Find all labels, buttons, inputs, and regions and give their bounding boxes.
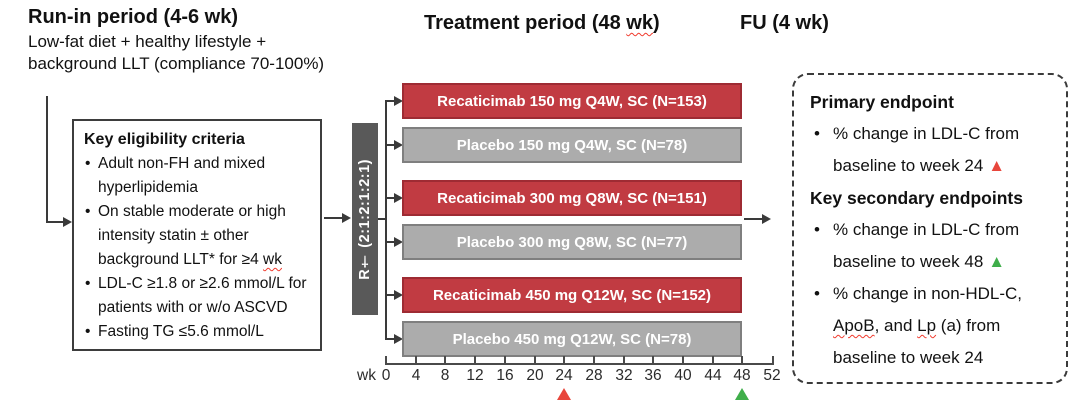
axis-tick-label: 8 — [440, 367, 450, 384]
week24-primary-marker-icon — [557, 388, 571, 400]
secondary-endpoint-nonhdl-text: % change in non-HDL-C, — [833, 284, 1022, 303]
red-triangle-icon: ▲ — [988, 156, 1006, 175]
eligibility-to-randomization-arrowhead-icon — [342, 213, 351, 223]
randomization-to-spine-line — [378, 218, 386, 220]
axis-tick — [534, 356, 536, 363]
axis-tick-label: 44 — [704, 367, 722, 384]
axis-tick-label: 28 — [585, 367, 603, 384]
axis-tick-label: 24 — [555, 367, 573, 384]
week-axis-line — [385, 363, 774, 365]
secondary-endpoint-lpa-text: (a) from baseline to week 24 — [833, 316, 1001, 367]
arm5-branch-line — [387, 294, 396, 296]
arm1-branch-line — [387, 100, 396, 102]
branch-spine-line — [385, 100, 387, 340]
axis-tick — [504, 356, 506, 363]
treatment-title-wk: wk — [626, 12, 653, 34]
arm6-branch-line — [387, 338, 396, 340]
axis-tick — [741, 356, 743, 363]
arm-bar-recaticimab-150-q4w: Recaticimab 150 mg Q4W, SC (N=153) — [402, 83, 742, 119]
axis-tick-label: 52 — [763, 367, 781, 384]
eligibility-bullet-statin-wk: wk — [263, 251, 282, 268]
secondary-endpoint-bullet-nonhdl: % change in non-HDL-C, ApoB, and Lp (a) … — [810, 278, 1054, 374]
arm3-arrowhead-icon — [394, 193, 403, 203]
secondary-endpoint-bullet-ldlc: % change in LDL-C from baseline to week … — [810, 214, 1054, 278]
axis-tick-label: 0 — [381, 367, 391, 384]
secondary-endpoint-lp-text: Lp — [917, 316, 937, 335]
axis-tick — [593, 356, 595, 363]
runin-connector-vertical-line — [46, 96, 48, 223]
followup-period-title: FU (4 wk) — [740, 12, 829, 34]
axis-tick-label: 48 — [733, 367, 751, 384]
randomization-label: R† (2:1:2:1:2:1) — [357, 158, 373, 280]
runin-period-subtitle: Low-fat diet + healthy lifestyle + backg… — [28, 31, 373, 75]
axis-tick-label: 4 — [411, 367, 421, 384]
arm-bar-placebo-300-q8w: Placebo 300 mg Q8W, SC (N=77) — [402, 224, 742, 260]
secondary-endpoint-and-text: , and — [874, 316, 918, 335]
axis-tick-label: 20 — [526, 367, 544, 384]
eligibility-bullet-ldlc: LDL-C ≥1.8 or ≥2.6 mmol/L for patients w… — [84, 272, 311, 320]
arm-bar-placebo-150-q4w: Placebo 150 mg Q4W, SC (N=78) — [402, 127, 742, 163]
green-triangle-icon: ▲ — [988, 252, 1006, 271]
runin-subtitle-line1: Low-fat diet + healthy lifestyle + — [28, 32, 267, 51]
eligibility-to-randomization-line — [324, 217, 342, 219]
eligibility-criteria-box: Key eligibility criteria Adult non-FH an… — [72, 119, 322, 351]
arm1-arrowhead-icon — [394, 96, 403, 106]
axis-tick — [772, 356, 774, 363]
runin-arrowhead-icon — [63, 217, 72, 227]
endpoints-box: Primary endpoint % change in LDL-C from … — [792, 73, 1068, 384]
axis-tick — [563, 356, 565, 363]
arm-bar-recaticimab-450-q12w: Recaticimab 450 mg Q12W, SC (N=152) — [402, 277, 742, 313]
arms-to-endpoints-arrowhead-icon — [762, 214, 771, 224]
arm2-arrowhead-icon — [394, 140, 403, 150]
axis-tick — [474, 356, 476, 363]
treatment-period-title: Treatment period (48 wk) — [424, 12, 660, 35]
axis-tick — [444, 356, 446, 363]
axis-tick-label: 16 — [496, 367, 514, 384]
primary-endpoint-title: Primary endpoint — [810, 92, 954, 112]
primary-endpoint-text: % change in LDL-C from baseline to week … — [833, 124, 1020, 175]
eligibility-bullet-nonfh: Adult non-FH and mixed hyperlipidemia — [84, 152, 311, 200]
runin-subtitle-line2: background LLT (compliance 70-100%) — [28, 54, 325, 73]
eligibility-bullet-statin-text: On stable moderate or high intensity sta… — [98, 203, 286, 268]
axis-tick — [415, 356, 417, 363]
eligibility-title: Key eligibility criteria — [84, 131, 245, 148]
eligibility-bullet-tg: Fasting TG ≤5.6 mmol/L — [84, 320, 311, 344]
axis-tick — [712, 356, 714, 363]
arm5-arrowhead-icon — [394, 290, 403, 300]
arms-to-endpoints-line — [744, 218, 762, 220]
axis-tick — [652, 356, 654, 363]
axis-tick-label: 40 — [674, 367, 692, 384]
secondary-endpoint-ldlc-text: % change in LDL-C from baseline to week … — [833, 220, 1020, 271]
arm4-branch-line — [387, 241, 396, 243]
arm-bar-placebo-450-q12w: Placebo 450 mg Q12W, SC (N=78) — [402, 321, 742, 357]
treatment-title-paren: ) — [652, 12, 660, 34]
runin-period-title: Run-in period (4-6 wk) — [28, 6, 238, 28]
axis-tick — [385, 356, 387, 363]
treatment-title-text: Treatment period (48 — [424, 12, 627, 34]
randomization-bar: R† (2:1:2:1:2:1) — [352, 123, 378, 315]
axis-tick — [623, 356, 625, 363]
runin-connector-horizontal-line — [46, 221, 63, 223]
axis-tick-label: 32 — [615, 367, 633, 384]
week48-secondary-marker-icon — [735, 388, 749, 400]
axis-tick — [682, 356, 684, 363]
arm3-branch-line — [387, 197, 396, 199]
arm6-arrowhead-icon — [394, 334, 403, 344]
arm-bar-recaticimab-300-q8w: Recaticimab 300 mg Q8W, SC (N=151) — [402, 180, 742, 216]
axis-tick-label: 12 — [466, 367, 484, 384]
primary-endpoint-bullet: % change in LDL-C from baseline to week … — [810, 118, 1054, 182]
secondary-endpoint-apob-text: ApoB — [833, 316, 875, 335]
arm4-arrowhead-icon — [394, 237, 403, 247]
axis-tick-label: 36 — [644, 367, 662, 384]
axis-unit-label: wk — [357, 367, 376, 384]
secondary-endpoints-title: Key secondary endpoints — [810, 188, 1023, 208]
eligibility-bullet-statin: On stable moderate or high intensity sta… — [84, 200, 311, 272]
arm2-branch-line — [387, 144, 396, 146]
